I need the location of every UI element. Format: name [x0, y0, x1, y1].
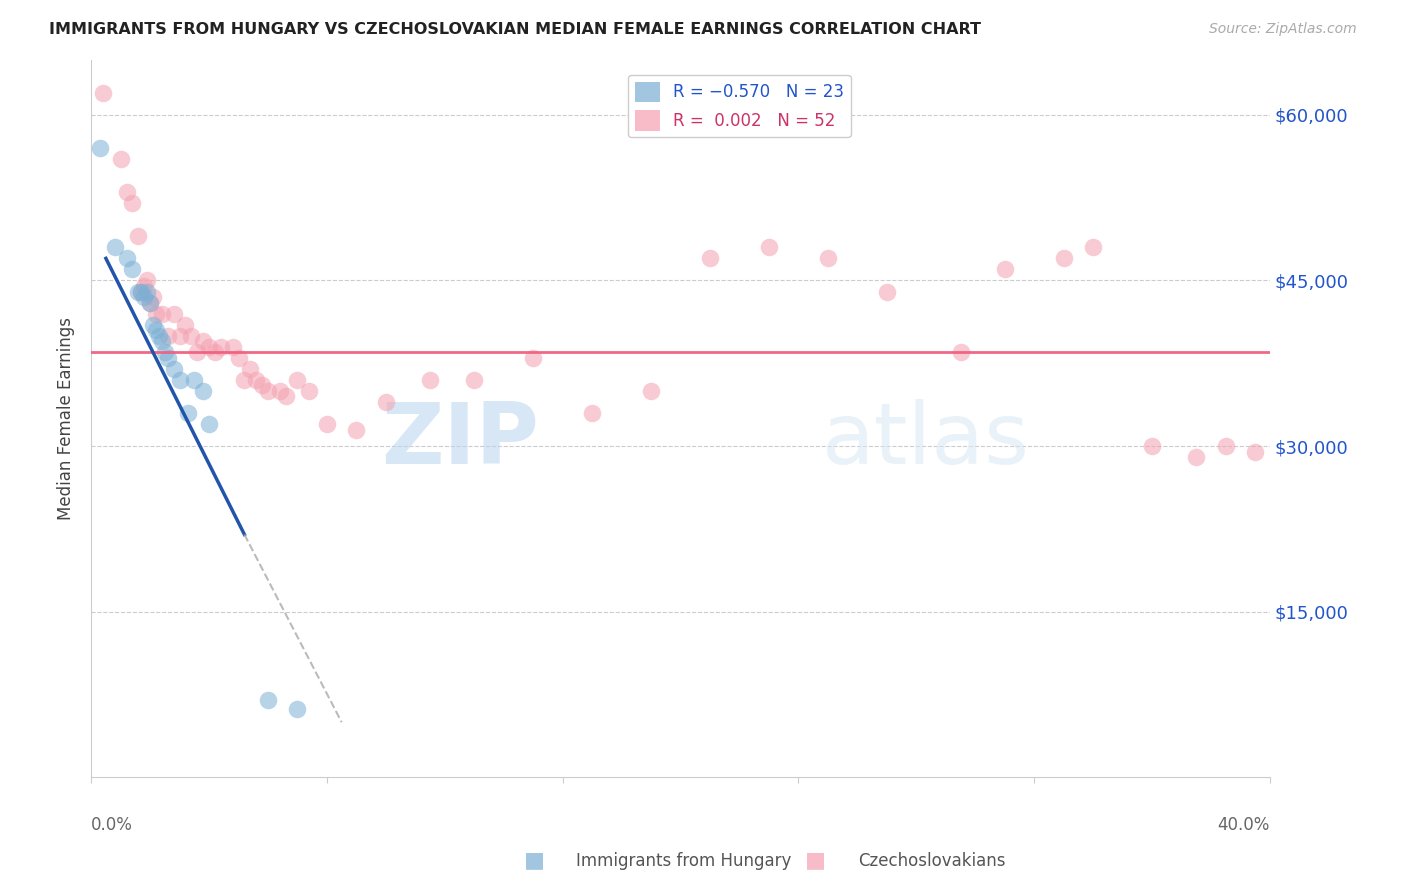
Point: [198, 417, 221, 431]
Point: [1053, 252, 1076, 266]
Point: [136, 273, 159, 287]
Point: [180, 328, 202, 343]
Point: [150, 307, 173, 321]
Text: ZIP: ZIP: [381, 399, 538, 482]
Point: [257, 693, 280, 707]
Point: [269, 384, 291, 398]
Point: [183, 373, 205, 387]
Point: [110, 152, 132, 166]
Point: [419, 373, 441, 387]
Point: [127, 229, 149, 244]
Point: [274, 389, 297, 403]
Point: [699, 252, 721, 266]
Point: [174, 318, 197, 332]
Point: [156, 351, 179, 365]
Point: [287, 702, 309, 716]
Point: [142, 290, 165, 304]
Point: [142, 318, 165, 332]
Point: [115, 252, 138, 266]
Point: [91, 86, 114, 100]
Point: [994, 262, 1017, 277]
Point: [228, 351, 250, 365]
Point: [129, 285, 152, 299]
Point: [139, 295, 162, 310]
Legend: R = −0.570   N = 23, R =  0.002   N = 52: R = −0.570 N = 23, R = 0.002 N = 52: [628, 75, 851, 137]
Point: [163, 361, 186, 376]
Text: Source: ZipAtlas.com: Source: ZipAtlas.com: [1209, 22, 1357, 37]
Point: [134, 290, 156, 304]
Point: [89, 141, 111, 155]
Point: [316, 417, 339, 431]
Point: [374, 395, 396, 409]
Point: [121, 262, 143, 277]
Point: [139, 295, 162, 310]
Point: [250, 378, 273, 392]
Text: Immigrants from Hungary: Immigrants from Hungary: [576, 852, 792, 870]
Point: [1185, 450, 1208, 465]
Text: ■: ■: [806, 850, 825, 870]
Text: Czechoslovakians: Czechoslovakians: [858, 852, 1005, 870]
Point: [1081, 240, 1104, 254]
Point: [198, 340, 221, 354]
Point: [233, 373, 256, 387]
Point: [169, 328, 191, 343]
Text: IMMIGRANTS FROM HUNGARY VS CZECHOSLOVAKIAN MEDIAN FEMALE EARNINGS CORRELATION CH: IMMIGRANTS FROM HUNGARY VS CZECHOSLOVAKI…: [49, 22, 981, 37]
Point: [163, 307, 186, 321]
Text: 40.0%: 40.0%: [1218, 816, 1270, 834]
Point: [115, 185, 138, 199]
Text: atlas: atlas: [823, 399, 1031, 482]
Point: [156, 328, 179, 343]
Point: [1244, 444, 1267, 458]
Y-axis label: Median Female Earnings: Median Female Earnings: [58, 317, 75, 520]
Point: [463, 373, 485, 387]
Point: [148, 328, 170, 343]
Point: [1215, 439, 1237, 453]
Text: 0.0%: 0.0%: [91, 816, 134, 834]
Point: [169, 373, 191, 387]
Point: [145, 307, 167, 321]
Point: [245, 373, 267, 387]
Point: [287, 373, 309, 387]
Point: [121, 196, 143, 211]
Point: [817, 252, 839, 266]
Point: [239, 361, 262, 376]
Point: [191, 334, 214, 349]
Point: [344, 423, 367, 437]
Point: [186, 345, 208, 359]
Point: [204, 345, 226, 359]
Point: [134, 279, 156, 293]
Point: [221, 340, 243, 354]
Point: [127, 285, 149, 299]
Point: [145, 323, 167, 337]
Point: [150, 334, 173, 349]
Point: [876, 285, 898, 299]
Point: [136, 285, 159, 299]
Point: [129, 285, 152, 299]
Point: [104, 240, 127, 254]
Point: [640, 384, 662, 398]
Point: [581, 406, 603, 420]
Text: ■: ■: [524, 850, 544, 870]
Point: [758, 240, 780, 254]
Point: [298, 384, 321, 398]
Point: [949, 345, 972, 359]
Point: [522, 351, 544, 365]
Point: [177, 406, 200, 420]
Point: [257, 384, 280, 398]
Point: [209, 340, 232, 354]
Point: [153, 345, 176, 359]
Point: [191, 384, 214, 398]
Point: [1140, 439, 1163, 453]
